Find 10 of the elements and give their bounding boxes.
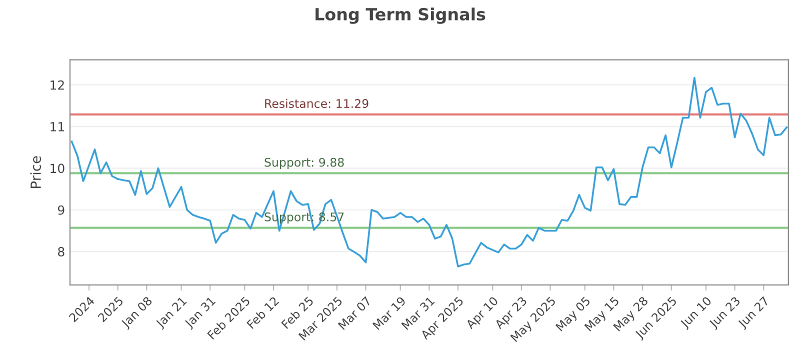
y-tick-label: 12	[50, 80, 64, 90]
y-tick-label: 11	[50, 122, 64, 132]
chart-title: Long Term Signals	[316, 8, 486, 24]
ref-line-label: Support: 9.88	[264, 158, 344, 170]
ref-line-label: Resistance: 11.29	[265, 98, 368, 108]
y-tick-label: 8	[58, 247, 64, 256]
y-tick-label: 9	[58, 205, 64, 215]
y-tick-label: 10	[50, 164, 64, 174]
y-axis-title: Price	[30, 156, 41, 188]
line-series	[70, 76, 788, 268]
